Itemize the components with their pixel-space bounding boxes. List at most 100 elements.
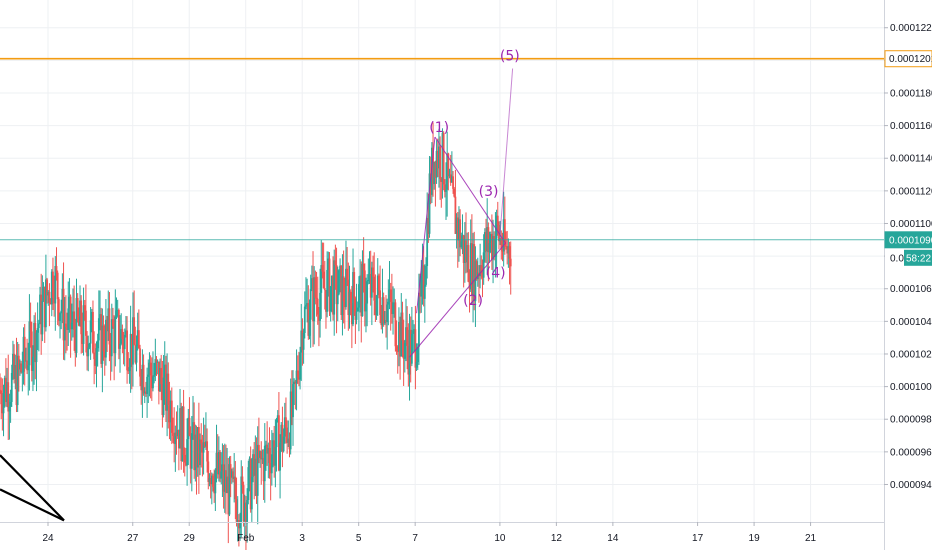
candle-body (422, 265, 425, 299)
price-tag-label: 0.0001201 (889, 54, 932, 65)
candle-body (249, 458, 252, 510)
candle-body (495, 215, 498, 239)
candle-body (74, 329, 77, 353)
candle-body (63, 323, 66, 341)
candle-body (383, 320, 386, 324)
candle-body (475, 261, 478, 280)
candle-body (54, 266, 57, 304)
time-tick-label: 27 (127, 533, 139, 544)
candle-body (348, 291, 351, 316)
price-tick-label: 0.0001180 (890, 88, 932, 99)
candle-body (480, 265, 483, 274)
candle-body (165, 364, 167, 411)
candle-body (479, 265, 482, 277)
candle-body (105, 319, 107, 358)
candle-body (87, 347, 90, 357)
candle-body (354, 298, 357, 320)
candle-body (139, 348, 141, 377)
candle-body (29, 321, 32, 332)
candle-body (189, 435, 192, 469)
candle-body (428, 173, 431, 234)
candle-body (369, 274, 372, 298)
candle-body (462, 235, 465, 263)
candle-body (27, 365, 30, 371)
candle-body (195, 434, 198, 468)
candle-body (366, 281, 369, 304)
candle-body (436, 150, 439, 169)
candle-body (10, 372, 13, 403)
candle-body (408, 329, 411, 375)
candle-body (355, 311, 358, 320)
candle-body (359, 275, 361, 285)
time-tick-label: 14 (607, 533, 619, 544)
candle-body (245, 502, 247, 524)
candle-body (19, 363, 21, 370)
candle-body (259, 451, 261, 458)
candle-body (154, 359, 157, 376)
candle-body (263, 445, 266, 482)
candle-body (142, 364, 145, 394)
time-axis[interactable]: 24 27 29 Feb 3 5 7 10 12 14 17 19 21 (42, 522, 817, 544)
candle-body (94, 359, 97, 366)
candle-body (346, 268, 349, 280)
candle-body (370, 267, 373, 298)
candle-body (482, 252, 485, 278)
candle-body (388, 289, 391, 302)
candle-body (133, 317, 136, 345)
candle-body (230, 471, 233, 478)
wave-label: (5) (500, 48, 520, 64)
candle-body (502, 219, 505, 252)
candle-body (40, 294, 43, 335)
candle-body (160, 367, 163, 385)
plot-background (0, 0, 884, 522)
candle-body (203, 442, 206, 447)
candle-body (336, 294, 339, 305)
candle-body (83, 305, 86, 311)
candle-body (248, 458, 251, 468)
candle-body (109, 344, 112, 357)
candlestick-series (0, 122, 512, 550)
candle-body (435, 150, 438, 178)
candle-body (310, 278, 313, 290)
candle-body (136, 330, 139, 347)
candle-body (358, 284, 360, 308)
candle-body (500, 237, 503, 250)
time-tick-label: 3 (299, 533, 305, 544)
candle-body (168, 405, 171, 423)
candle-body (59, 313, 61, 321)
candle-body (214, 470, 217, 494)
price-tick-label: 0.0001100 (890, 219, 932, 230)
candle-body (42, 287, 45, 301)
candle-body (440, 178, 443, 182)
price-tag-box (884, 231, 932, 249)
candle-body (409, 329, 412, 364)
candle-body (343, 301, 346, 308)
candle-body (307, 303, 310, 336)
candle-body (467, 245, 470, 282)
candle-body (274, 447, 277, 466)
candle-body (446, 153, 449, 190)
candle-body (385, 320, 387, 323)
candle-body (321, 265, 324, 272)
candle-body (35, 332, 38, 363)
candle-body (20, 363, 23, 373)
candle-body (507, 246, 510, 254)
candle-body (148, 362, 151, 375)
candle-body (193, 422, 196, 471)
candle-body (441, 132, 444, 182)
candle-body (159, 367, 161, 392)
candle-body (349, 291, 352, 304)
candle-body (121, 329, 124, 340)
candle-body (69, 296, 72, 330)
candle-body (330, 275, 333, 287)
candle-body (406, 327, 409, 346)
candle-body (332, 275, 334, 315)
wave-label: (2) (463, 293, 483, 309)
candle-body (293, 381, 296, 385)
candle-body (181, 406, 184, 462)
candle-body (106, 319, 108, 332)
candle-body (47, 291, 50, 296)
candle-body (7, 382, 10, 412)
candle-body (169, 400, 172, 423)
